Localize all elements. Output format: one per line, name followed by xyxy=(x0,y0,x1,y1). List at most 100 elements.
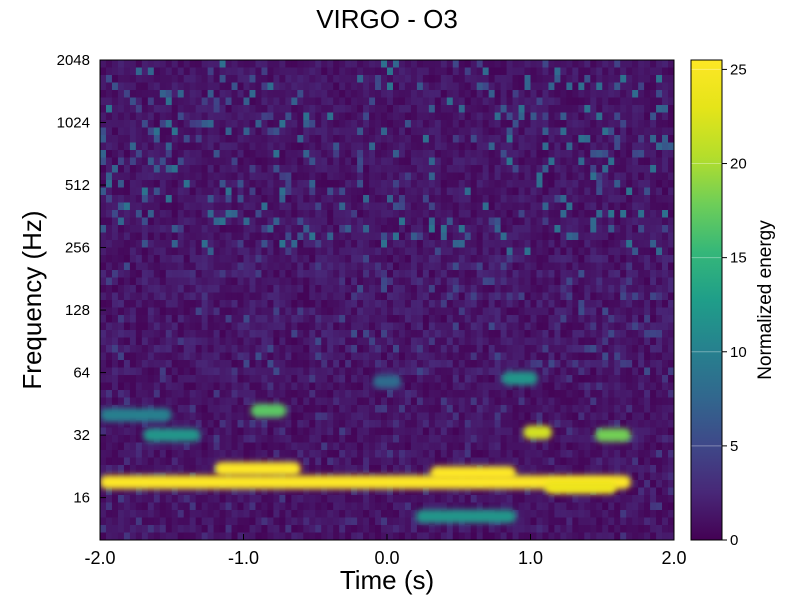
heatmap-cell xyxy=(297,412,304,421)
heatmap-cell xyxy=(363,210,370,219)
heatmap-cell xyxy=(135,97,143,106)
heatmap-cell xyxy=(482,210,490,219)
heatmap-cell xyxy=(135,420,143,429)
heatmap-cell xyxy=(458,135,466,144)
heatmap-cell xyxy=(614,247,621,256)
heatmap-cell xyxy=(650,225,657,234)
heatmap-cell xyxy=(357,442,364,451)
heatmap-cell xyxy=(351,277,358,286)
heatmap-cell xyxy=(369,442,376,451)
heatmap-cell xyxy=(602,255,609,264)
heatmap-cell xyxy=(201,97,209,106)
heatmap-cell xyxy=(398,172,406,181)
heatmap-cell xyxy=(117,180,125,189)
heatmap-cell xyxy=(273,292,280,301)
heatmap-cell xyxy=(237,187,245,196)
heatmap-cell xyxy=(638,442,645,451)
heatmap-cell xyxy=(434,420,442,429)
heatmap-cell xyxy=(237,300,245,309)
heatmap-cell xyxy=(279,337,286,346)
heatmap-cell xyxy=(506,240,514,249)
heatmap-cell xyxy=(638,217,645,226)
heatmap-cell xyxy=(452,255,460,264)
heatmap-cell xyxy=(201,165,209,174)
heatmap-cell xyxy=(183,247,191,256)
heatmap-cell xyxy=(656,375,663,384)
heatmap-cell xyxy=(434,435,442,444)
heatmap-cell xyxy=(584,352,591,361)
heatmap-cell xyxy=(638,277,645,286)
heatmap-cell xyxy=(321,225,328,234)
heatmap-cell xyxy=(219,255,227,264)
heatmap-cell xyxy=(632,225,639,234)
heatmap-cell xyxy=(105,82,113,91)
heatmap-cell xyxy=(404,172,412,181)
heatmap-cell xyxy=(231,210,239,219)
heatmap-cell xyxy=(404,412,412,421)
heatmap-cell xyxy=(291,210,298,219)
heatmap-cell xyxy=(494,292,502,301)
heatmap-cell xyxy=(470,120,478,129)
heatmap-cell xyxy=(171,60,179,69)
heatmap-cell xyxy=(345,67,352,76)
heatmap-cell xyxy=(171,210,179,219)
heatmap-cell xyxy=(315,330,322,339)
heatmap-cell xyxy=(650,217,657,226)
heatmap-cell xyxy=(231,217,239,226)
heatmap-cell xyxy=(578,390,585,399)
heatmap-cell xyxy=(369,202,376,211)
heatmap-cell xyxy=(333,225,340,234)
heatmap-cell xyxy=(506,255,514,264)
heatmap-cell xyxy=(494,300,502,309)
heatmap-cell xyxy=(267,247,274,256)
heatmap-cell xyxy=(195,442,203,451)
heatmap-cell xyxy=(117,142,125,151)
heatmap-cell xyxy=(201,397,209,406)
heatmap-cell xyxy=(614,285,621,294)
heatmap-cell xyxy=(518,300,526,309)
heatmap-cell xyxy=(339,315,346,324)
heatmap-cell xyxy=(333,300,340,309)
heatmap-cell xyxy=(189,390,197,399)
heatmap-cell xyxy=(171,390,179,399)
heatmap-cell xyxy=(434,225,442,234)
heatmap-cell xyxy=(602,285,609,294)
heatmap-cell xyxy=(656,352,663,361)
heatmap-cell xyxy=(566,382,573,391)
heatmap-cell xyxy=(243,300,251,309)
heatmap-cell xyxy=(333,180,340,189)
heatmap-cell xyxy=(375,180,382,189)
heatmap-cell xyxy=(279,330,286,339)
heatmap-cell xyxy=(100,307,107,316)
heatmap-cell xyxy=(590,112,597,121)
heatmap-cell xyxy=(650,300,657,309)
heatmap-cell xyxy=(297,375,304,384)
heatmap-cell xyxy=(297,172,304,181)
heatmap-cell xyxy=(542,210,550,219)
heatmap-cell xyxy=(345,150,352,159)
heatmap-cell xyxy=(494,352,502,361)
heatmap-cell xyxy=(153,442,161,451)
heatmap-cell xyxy=(608,112,615,121)
heatmap-cell xyxy=(123,345,131,354)
heatmap-cell xyxy=(273,337,280,346)
heatmap-cell xyxy=(249,82,257,91)
heatmap-cell xyxy=(536,405,544,414)
heatmap-cell xyxy=(638,405,645,414)
heatmap-cell xyxy=(249,172,257,181)
heatmap-cell xyxy=(626,225,633,234)
heatmap-cell xyxy=(614,90,621,99)
heatmap-cell xyxy=(351,142,358,151)
heatmap-cell xyxy=(279,270,286,279)
heatmap-cell xyxy=(201,195,209,204)
heatmap-cell xyxy=(530,307,538,316)
heatmap-cell xyxy=(129,217,137,226)
heatmap-cell xyxy=(381,232,388,241)
heatmap-cell xyxy=(189,420,197,429)
heatmap-cell xyxy=(123,382,131,391)
heatmap-cell xyxy=(297,285,304,294)
heatmap-cell xyxy=(381,247,388,256)
heatmap-cell xyxy=(357,292,364,301)
heatmap-cell xyxy=(273,232,280,241)
heatmap-cell xyxy=(584,292,591,301)
